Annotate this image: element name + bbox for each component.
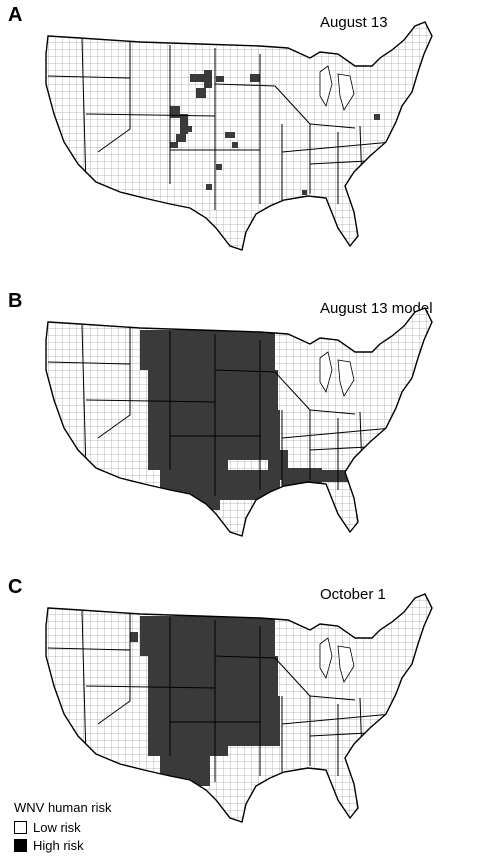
state-border — [214, 655, 276, 659]
panel-letter: A — [8, 4, 23, 26]
high-risk-region — [268, 450, 288, 480]
high-risk-region — [148, 370, 278, 410]
high-risk-region — [140, 330, 275, 370]
national-border — [45, 21, 433, 251]
state-border — [97, 328, 131, 439]
national-border — [45, 307, 433, 537]
national-border — [45, 593, 433, 823]
high-risk-region — [374, 114, 380, 120]
high-risk-region — [140, 616, 275, 656]
state-border — [81, 38, 87, 187]
state-border — [214, 83, 276, 87]
legend-swatch-high — [14, 838, 27, 852]
state-border — [47, 647, 131, 651]
great-lakes — [319, 65, 355, 111]
high-risk-region — [170, 106, 180, 118]
panel-letter: C — [8, 576, 23, 598]
high-risk-region — [250, 74, 260, 82]
high-risk-region — [186, 126, 192, 132]
high-risk-region — [272, 686, 278, 692]
panel-title: October 1 — [320, 586, 386, 603]
state-border — [309, 123, 356, 129]
high-risk-region — [206, 184, 212, 190]
state-border — [281, 141, 393, 153]
high-risk-region — [204, 70, 212, 88]
high-risk-region — [160, 736, 210, 766]
state-border — [214, 369, 276, 373]
state-border — [309, 409, 356, 415]
legend-item-high: High risk — [14, 836, 112, 854]
high-risk-region — [216, 164, 222, 170]
high-risk-region — [148, 410, 228, 470]
panel-title: August 13 — [320, 14, 388, 31]
state-border — [81, 324, 87, 473]
legend-title: WNV human risk — [14, 800, 112, 815]
panel-c: C October 1 — [0, 576, 480, 846]
high-risk-region — [302, 190, 307, 195]
state-border — [281, 713, 393, 725]
high-risk-region — [196, 88, 206, 98]
legend-item-low: Low risk — [14, 818, 112, 836]
high-risk-region — [228, 696, 280, 746]
high-risk-region — [176, 134, 186, 142]
state-border — [47, 75, 131, 79]
state-border — [47, 361, 131, 365]
high-risk-region — [225, 132, 235, 138]
state-border — [85, 685, 216, 689]
panel-letter: B — [8, 290, 23, 312]
state-border — [309, 695, 356, 701]
panel-b: B August 13 model — [0, 290, 480, 560]
high-risk-region — [232, 142, 238, 148]
us-county-map — [45, 307, 433, 537]
legend-swatch-low — [14, 820, 27, 834]
county-grid — [46, 22, 432, 250]
legend-label: Low risk — [33, 819, 81, 835]
high-risk-region — [180, 766, 210, 780]
state-border — [97, 42, 131, 153]
great-lakes — [319, 351, 355, 397]
state-border — [81, 610, 87, 759]
high-risk-region — [322, 470, 348, 482]
state-border — [281, 427, 393, 439]
map-legend: WNV human risk Low risk High risk — [14, 800, 112, 854]
legend-label: High risk — [33, 837, 84, 853]
high-risk-region — [180, 114, 188, 134]
high-risk-region — [216, 76, 224, 82]
high-risk-region — [148, 656, 278, 696]
panel-a: A August 13 — [0, 4, 480, 274]
high-risk-region — [282, 202, 288, 208]
us-county-map — [45, 593, 433, 823]
high-risk-region — [130, 632, 138, 642]
high-risk-region — [190, 74, 204, 82]
high-risk-region — [140, 626, 150, 632]
state-border — [85, 113, 216, 117]
high-risk-region — [260, 694, 270, 702]
state-border — [85, 399, 216, 403]
state-border — [97, 614, 131, 725]
great-lakes — [319, 637, 355, 683]
panel-title: August 13 model — [320, 300, 433, 317]
us-county-map — [45, 21, 433, 251]
high-risk-region — [170, 142, 178, 148]
